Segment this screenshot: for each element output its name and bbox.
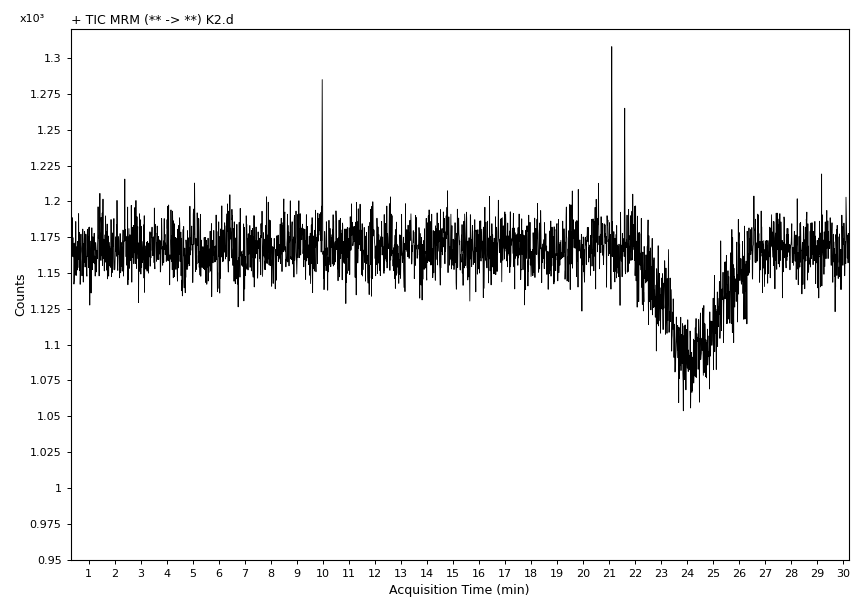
X-axis label: Acquisition Time (min): Acquisition Time (min) [389,584,530,597]
Y-axis label: Counts: Counts [14,273,27,316]
Text: x10³: x10³ [20,14,45,24]
Text: + TIC MRM (** -> **) K2.d: + TIC MRM (** -> **) K2.d [71,14,234,27]
